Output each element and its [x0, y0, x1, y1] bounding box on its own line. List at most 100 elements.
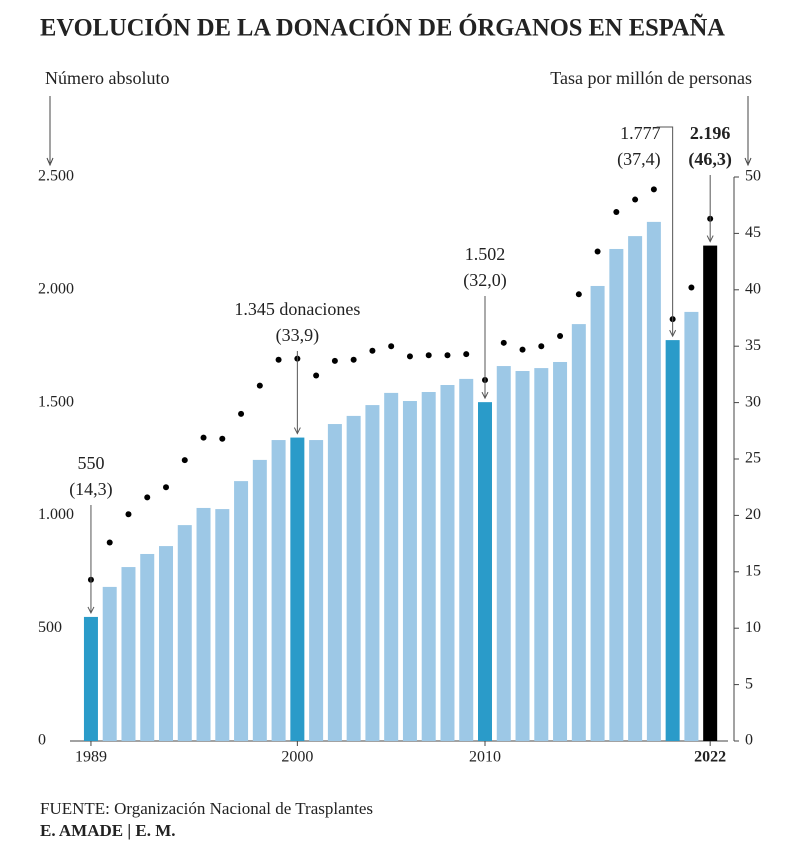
bar	[121, 567, 136, 741]
y-tick-label: 0	[38, 732, 46, 749]
annotation: 2.196	[690, 123, 731, 143]
x-tick-label: 1989	[75, 749, 107, 766]
rate-dot	[632, 196, 639, 203]
rate-dot	[219, 435, 226, 442]
rate-dot	[125, 511, 132, 518]
bar	[140, 553, 155, 741]
axis-pointer-head	[46, 157, 54, 167]
rate-dot	[200, 434, 207, 441]
annotation: (33,9)	[276, 325, 320, 346]
bar	[628, 236, 643, 742]
bar	[252, 459, 267, 741]
annotation-arrow	[293, 427, 301, 435]
bar	[459, 378, 474, 741]
y2-tick-label: 35	[745, 337, 761, 354]
annotation-leader	[656, 126, 674, 337]
bar	[496, 366, 511, 741]
rate-dot	[688, 284, 695, 291]
rate-dot	[256, 382, 263, 389]
annotation: (32,0)	[463, 270, 507, 291]
rate-dot	[106, 539, 113, 546]
y2-tick-label: 45	[745, 224, 761, 241]
y-tick-label: 500	[38, 619, 62, 636]
rate-dot	[181, 457, 188, 464]
bar	[346, 415, 361, 741]
x-tick-label: 2000	[281, 749, 313, 766]
rate-dot	[650, 186, 657, 193]
y-tick-label: 2.500	[38, 168, 74, 185]
y-tick-label: 2.000	[38, 280, 74, 297]
y2-tick-label: 5	[745, 675, 753, 692]
y2-tick-label: 0	[745, 732, 753, 749]
bar	[478, 402, 493, 741]
bar	[703, 245, 718, 741]
rate-dot	[313, 372, 320, 379]
annotation-arrow	[706, 235, 714, 243]
rate-dot	[500, 339, 507, 346]
bar	[553, 361, 568, 741]
rate-dot	[350, 356, 357, 363]
bar	[515, 371, 530, 741]
annotation: (14,3)	[69, 479, 113, 500]
rate-dot	[594, 248, 601, 255]
rate-dot	[388, 343, 395, 350]
rate-dot	[557, 333, 564, 340]
bar	[365, 405, 380, 741]
annotation: 1.777	[620, 123, 661, 143]
y2-tick-label: 20	[745, 506, 761, 523]
rate-dot	[538, 343, 545, 350]
bar	[290, 437, 305, 741]
bar	[234, 481, 249, 741]
y2-tick-label: 30	[745, 393, 761, 410]
annotation-arrow	[669, 329, 677, 338]
bar	[159, 546, 174, 741]
rate-dot	[238, 410, 245, 417]
bar	[327, 424, 342, 741]
rate-dot	[463, 351, 470, 358]
bar	[402, 401, 417, 741]
rate-dot	[406, 353, 413, 360]
bar	[646, 221, 661, 741]
bar	[384, 392, 399, 741]
bar	[684, 311, 699, 741]
credit: E. AMADE | E. M.	[40, 821, 176, 840]
bar	[665, 340, 680, 741]
rate-dot	[163, 484, 170, 491]
bar	[83, 616, 98, 741]
rate-dot	[444, 352, 451, 359]
bar	[440, 385, 455, 741]
rate-dot	[425, 352, 432, 359]
x-tick-label: 2022	[694, 749, 726, 766]
y2-tick-label: 25	[745, 450, 761, 467]
rate-dot	[519, 346, 526, 353]
annotation-arrow	[481, 391, 489, 400]
y2-tick-label: 15	[745, 562, 761, 579]
rate-dot	[144, 494, 151, 501]
annotation: (46,3)	[688, 149, 732, 170]
rate-dot	[275, 356, 282, 363]
rate-dot	[575, 291, 582, 298]
bar	[215, 509, 230, 741]
y2-tick-label: 50	[745, 168, 761, 185]
bar	[571, 324, 586, 741]
source: FUENTE: Organización Nacional de Traspla…	[40, 799, 373, 818]
y-axis-label: Número absoluto	[45, 68, 169, 88]
annotation-arrow	[87, 606, 95, 615]
y2-tick-label: 10	[745, 619, 761, 636]
annotation: (37,4)	[617, 149, 661, 170]
y-tick-label: 1.000	[38, 506, 74, 523]
bar	[421, 391, 436, 741]
rate-dot	[613, 208, 620, 215]
bar	[590, 285, 605, 741]
y2-tick-label: 40	[745, 280, 761, 297]
bar	[309, 440, 324, 741]
y2-axis-label: Tasa por millón de personas	[550, 68, 752, 88]
y-tick-label: 1.500	[38, 393, 74, 410]
bar	[534, 368, 549, 741]
annotation: 550	[77, 453, 104, 473]
bar	[102, 586, 117, 741]
bar	[196, 507, 211, 741]
rate-dot	[369, 347, 376, 354]
axis-pointer-head	[744, 157, 752, 167]
